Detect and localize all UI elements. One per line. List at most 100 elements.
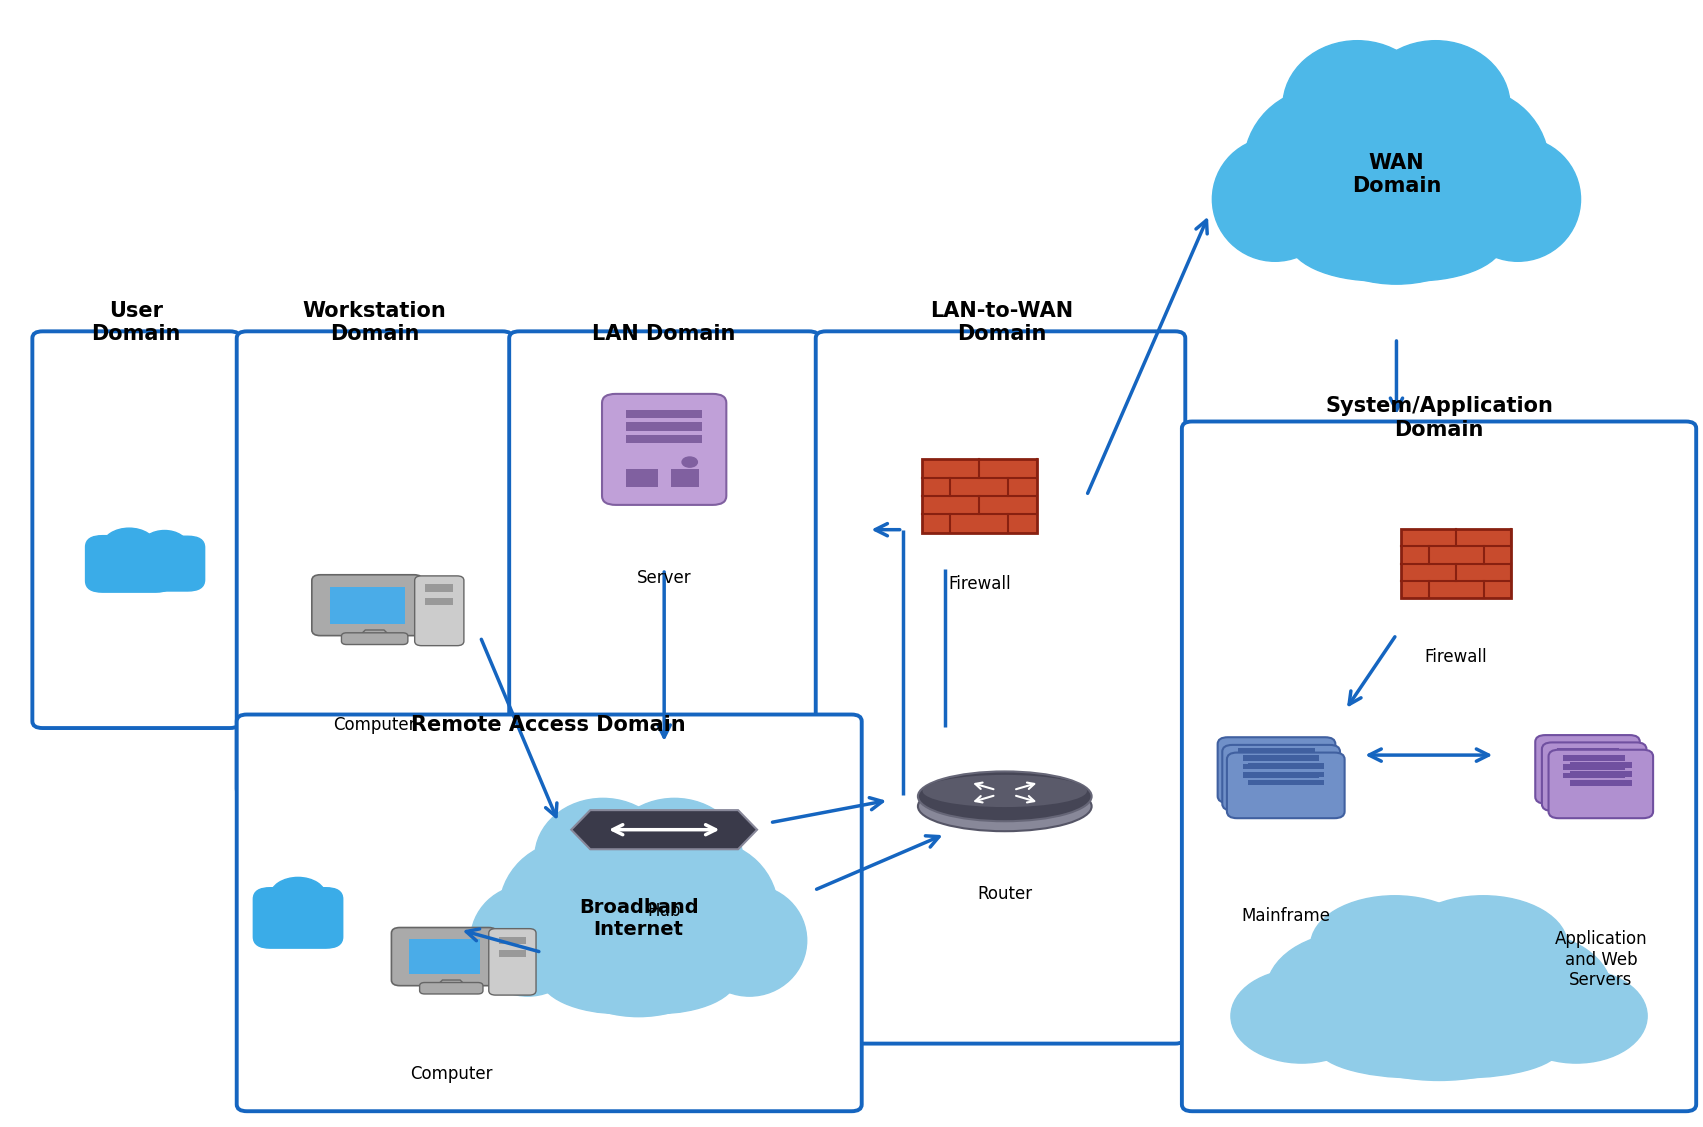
Ellipse shape [1328,199,1504,281]
Ellipse shape [540,809,737,985]
Text: Firewall: Firewall [1425,648,1487,666]
Text: System/Application
Domain: System/Application Domain [1325,397,1553,440]
Ellipse shape [548,894,729,1017]
Ellipse shape [1267,932,1444,1050]
FancyBboxPatch shape [499,937,526,943]
FancyBboxPatch shape [237,715,862,1111]
Text: Hub: Hub [647,902,681,920]
Text: Mainframe: Mainframe [1241,907,1330,925]
Ellipse shape [1289,199,1465,281]
FancyBboxPatch shape [1536,735,1640,804]
FancyBboxPatch shape [32,331,240,728]
FancyBboxPatch shape [627,469,657,487]
Text: LAN-to-WAN
Domain: LAN-to-WAN Domain [930,301,1073,344]
FancyBboxPatch shape [1541,743,1647,811]
Text: User
Domain: User Domain [92,301,181,344]
Text: Computer: Computer [334,716,416,734]
Ellipse shape [1231,969,1373,1063]
FancyBboxPatch shape [509,331,819,1044]
FancyBboxPatch shape [419,983,484,994]
FancyBboxPatch shape [1238,748,1315,753]
Ellipse shape [1400,896,1567,995]
FancyBboxPatch shape [124,536,204,591]
FancyBboxPatch shape [1243,772,1320,778]
FancyBboxPatch shape [627,435,702,443]
FancyBboxPatch shape [330,586,405,623]
FancyBboxPatch shape [426,584,453,592]
Ellipse shape [1393,88,1550,245]
FancyBboxPatch shape [627,410,702,418]
FancyBboxPatch shape [1570,780,1631,786]
FancyBboxPatch shape [1248,763,1323,769]
FancyBboxPatch shape [426,597,453,605]
Ellipse shape [470,885,586,996]
Ellipse shape [576,940,737,1014]
FancyBboxPatch shape [1243,764,1320,770]
Ellipse shape [1328,976,1550,1081]
FancyBboxPatch shape [1218,737,1335,802]
FancyBboxPatch shape [1563,764,1625,770]
FancyBboxPatch shape [1248,772,1323,777]
Ellipse shape [918,781,1092,832]
FancyBboxPatch shape [627,423,702,431]
Ellipse shape [1289,52,1504,248]
Ellipse shape [1243,88,1400,245]
Ellipse shape [499,841,642,982]
FancyBboxPatch shape [671,469,698,487]
FancyBboxPatch shape [85,535,172,592]
Ellipse shape [923,775,1087,807]
FancyBboxPatch shape [237,331,513,796]
Ellipse shape [1361,41,1511,171]
FancyBboxPatch shape [1402,529,1511,598]
FancyBboxPatch shape [1223,745,1340,810]
Text: WAN
Domain: WAN Domain [1352,153,1441,196]
Text: Application
and Web
Servers: Application and Web Servers [1555,930,1647,990]
Circle shape [141,531,187,561]
Ellipse shape [1505,969,1647,1063]
Circle shape [271,878,325,914]
Text: Computer: Computer [410,1065,492,1083]
Text: Remote Access Domain: Remote Access Domain [410,715,686,735]
Ellipse shape [606,798,743,915]
FancyBboxPatch shape [312,575,422,636]
FancyBboxPatch shape [1243,755,1320,761]
Text: Router: Router [978,885,1032,903]
FancyBboxPatch shape [392,928,497,986]
FancyBboxPatch shape [1563,773,1625,779]
FancyBboxPatch shape [1570,762,1631,769]
FancyBboxPatch shape [1238,765,1315,770]
Ellipse shape [535,798,671,915]
FancyBboxPatch shape [1557,747,1618,754]
FancyBboxPatch shape [603,393,727,505]
Polygon shape [436,980,467,987]
Ellipse shape [1316,1017,1516,1077]
Polygon shape [571,810,758,850]
Polygon shape [358,630,392,638]
FancyBboxPatch shape [1548,749,1654,818]
FancyBboxPatch shape [1570,771,1631,777]
FancyBboxPatch shape [409,939,480,974]
FancyBboxPatch shape [1563,755,1625,761]
FancyBboxPatch shape [1557,756,1618,762]
Ellipse shape [635,841,778,982]
FancyBboxPatch shape [1248,780,1323,786]
FancyBboxPatch shape [489,929,536,995]
Text: Workstation
Domain: Workstation Domain [303,301,446,344]
Ellipse shape [1311,896,1478,995]
Ellipse shape [1454,137,1580,261]
Ellipse shape [540,940,702,1014]
Text: Firewall: Firewall [949,575,1010,593]
Ellipse shape [918,771,1092,822]
FancyBboxPatch shape [341,633,409,645]
Text: Broadband
Internet: Broadband Internet [579,898,698,939]
Ellipse shape [1298,147,1494,284]
Ellipse shape [1434,932,1611,1050]
Text: LAN Domain: LAN Domain [593,323,736,344]
Ellipse shape [1361,1017,1560,1077]
FancyBboxPatch shape [1557,765,1618,771]
FancyBboxPatch shape [1182,421,1696,1111]
Text: Server: Server [637,569,691,587]
FancyBboxPatch shape [416,576,463,646]
FancyBboxPatch shape [1238,756,1315,762]
Ellipse shape [691,885,807,996]
